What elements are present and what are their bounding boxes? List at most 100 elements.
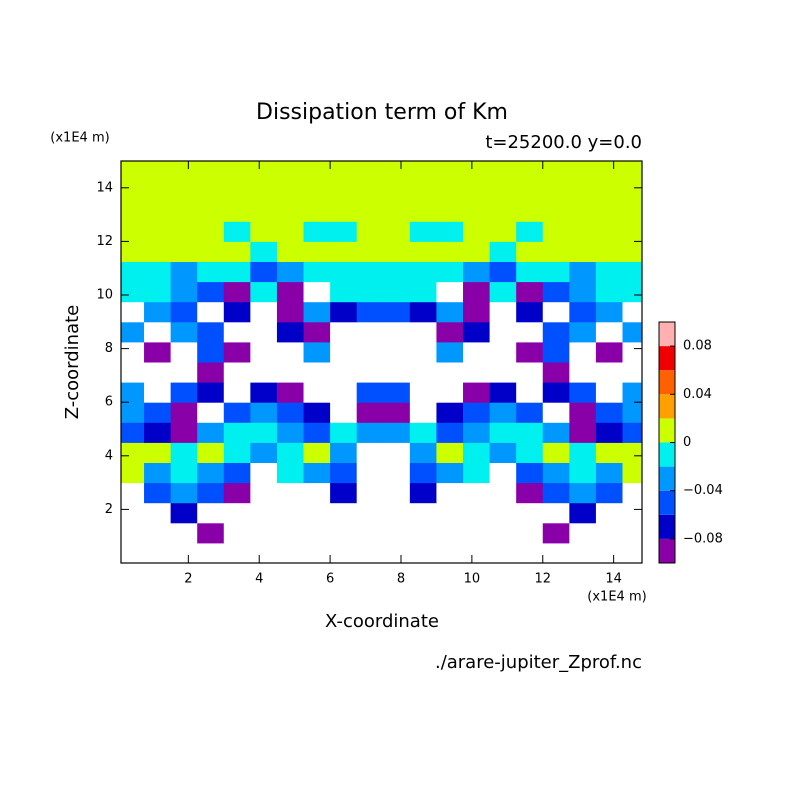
contour-cell [250, 362, 278, 383]
contour-cell [436, 442, 464, 463]
x-tick-label: 14 [605, 572, 622, 587]
contour-cell [463, 362, 491, 383]
contour-cell [121, 502, 145, 524]
contour-cell [542, 482, 570, 504]
contour-cell [223, 462, 251, 484]
contour-cell [622, 362, 642, 383]
contour-cell [436, 281, 464, 303]
contour-cell [250, 341, 278, 363]
contour-cell [144, 341, 172, 363]
contour-cell [516, 221, 544, 242]
contour-cell [197, 362, 225, 383]
contour-cell [223, 522, 251, 544]
y-tick-label: 14 [96, 180, 113, 195]
contour-cell [436, 161, 464, 182]
contour-cell [409, 221, 437, 242]
contour-cell [383, 301, 411, 323]
contour-cell [489, 261, 517, 283]
contour-cell [250, 402, 278, 423]
contour-cell [144, 181, 172, 202]
contour-cell [276, 221, 305, 242]
contour-cell [383, 502, 411, 524]
contour-cell [170, 502, 198, 524]
contour-cell [489, 181, 517, 202]
contour-cell [223, 161, 251, 182]
contour-cell [144, 382, 172, 403]
contour-cell [622, 321, 642, 343]
contour-cell [622, 161, 642, 182]
contour-cell [121, 241, 145, 262]
contour-cell [223, 321, 251, 343]
contour-cell [595, 281, 624, 303]
contour-cell [330, 462, 358, 484]
contour-cell [595, 362, 624, 383]
contour-cell [595, 341, 624, 363]
colorbar-bin [659, 466, 675, 491]
contour-cell [622, 281, 642, 303]
contour-cell [436, 522, 464, 544]
contour-cell [250, 482, 278, 504]
contour-cell [144, 221, 172, 242]
y-tick-label: 10 [96, 288, 113, 303]
contour-cell [463, 341, 491, 363]
contour-cell [463, 161, 491, 182]
contour-cell [250, 281, 278, 303]
colorbar-tick-label: −0.04 [683, 483, 723, 498]
contour-cell [383, 402, 411, 423]
contour-cell [516, 321, 544, 343]
contour-cell [121, 181, 145, 202]
contour-cell [223, 382, 251, 403]
colorbar-bin [659, 346, 675, 371]
contour-cell [409, 502, 437, 524]
contour-cell [542, 221, 570, 242]
contour-cell [409, 281, 437, 303]
contour-cell [409, 181, 437, 202]
contour-cell [250, 522, 278, 544]
contour-cell [303, 522, 331, 544]
contour-cell [383, 462, 411, 484]
contour-cell [330, 542, 358, 563]
contour-cell [383, 321, 411, 343]
contour-cell [170, 181, 198, 202]
contour-cell [569, 542, 597, 563]
contour-cell [383, 221, 411, 242]
contour-cell [595, 201, 624, 222]
y-tick-label: 8 [105, 341, 113, 356]
contour-cell [121, 221, 145, 242]
contour-cell [121, 542, 145, 563]
contour-cell [489, 402, 517, 423]
contour-cell [516, 462, 544, 484]
contour-cell [170, 422, 198, 443]
contour-cell [223, 241, 251, 262]
contour-cell [489, 321, 517, 343]
contour-cell [121, 341, 145, 363]
contour-cell [303, 321, 331, 343]
contour-cell [356, 402, 384, 423]
contour-cell [170, 522, 198, 544]
contour-cell [595, 321, 624, 343]
y-tick-label: 2 [105, 502, 113, 517]
contour-cell [276, 402, 305, 423]
contour-cell [330, 321, 358, 343]
contour-cell [516, 362, 544, 383]
contour-cell [197, 462, 225, 484]
contour-cell [569, 221, 597, 242]
contour-cell [569, 341, 597, 363]
contour-cell [144, 422, 172, 443]
contour-cell [144, 321, 172, 343]
contour-cell [303, 341, 331, 363]
contour-cell [436, 362, 464, 383]
contour-cell [197, 442, 225, 463]
contour-cell [303, 181, 331, 202]
contour-cell [542, 161, 570, 182]
contour-cell [436, 462, 464, 484]
x-tick-label: 12 [534, 572, 551, 587]
contour-cell [383, 382, 411, 403]
contour-cell [356, 161, 384, 182]
contour-cell [569, 301, 597, 323]
contour-cell [463, 241, 491, 262]
contour-cell [542, 261, 570, 283]
contour-cell [170, 221, 198, 242]
contour-cell [330, 402, 358, 423]
contour-cell [144, 542, 172, 563]
